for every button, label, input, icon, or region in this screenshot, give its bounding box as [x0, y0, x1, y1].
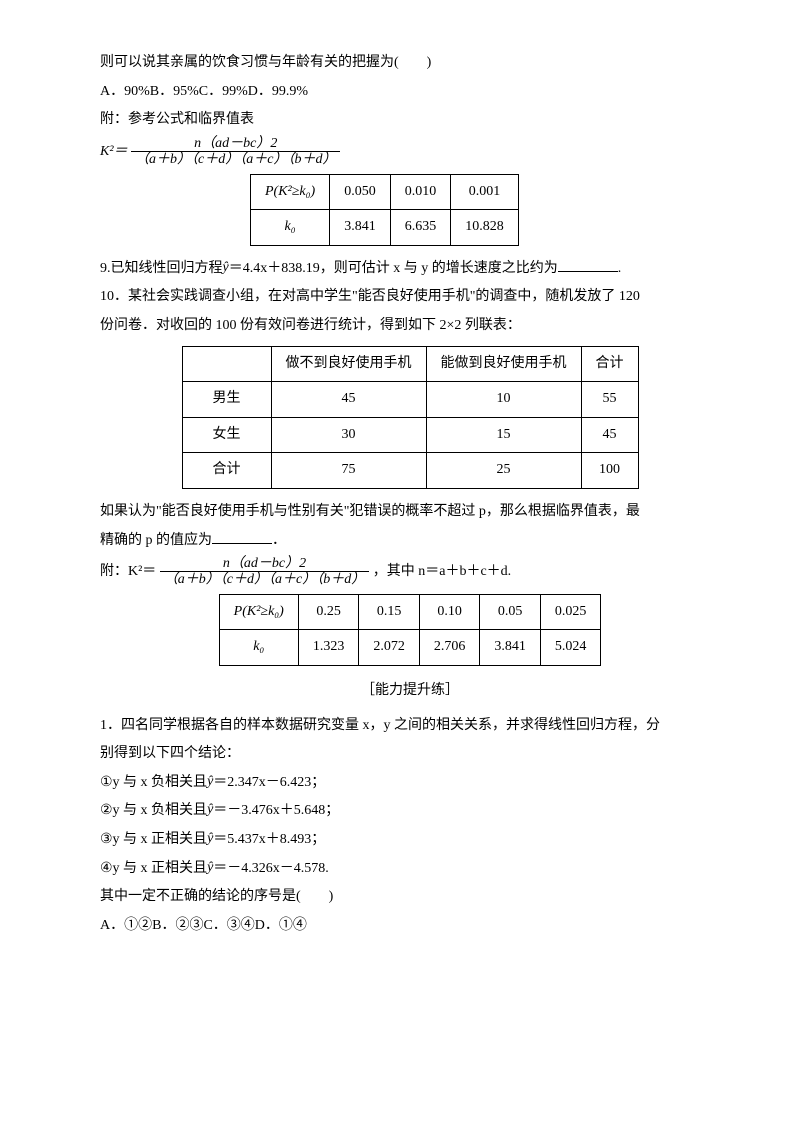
cell: k₀: [251, 210, 330, 246]
table-row: k₀ 3.841 6.635 10.828: [251, 210, 519, 246]
cell: P(K²≥k₀): [219, 594, 298, 630]
cell: k₀: [219, 630, 298, 666]
k2-fraction: n（ad－bc）2 （a＋b）（c＋d）（a＋c）（b＋d）: [131, 136, 340, 168]
item-eq: ＝5.437x＋8.493；: [213, 832, 325, 847]
cell: 25: [426, 453, 581, 489]
q10-line2: 份问卷．对收回的 100 份有效问卷进行统计，得到如下 2×2 列联表：: [100, 313, 720, 340]
item-pre: ④y 与 x 正相关且: [100, 861, 207, 876]
table-row: 女生 30 15 45: [182, 417, 638, 453]
q1b-item4: ④y 与 x 正相关且ŷ＝－4.326x－4.578.: [100, 856, 720, 883]
item-pre: ①y 与 x 负相关且: [100, 775, 207, 790]
blank-fill[interactable]: [558, 257, 618, 272]
cell: 15: [426, 417, 581, 453]
cell: 2.072: [359, 630, 420, 666]
cell: [182, 346, 271, 382]
q9-eq: ＝4.4x＋838.19，则可估计 x 与 y 的增长速度之比约为: [229, 261, 558, 276]
item-eq: ＝－4.326x－4.578.: [213, 861, 329, 876]
cell: 0.010: [390, 174, 451, 210]
cell: 0.10: [419, 594, 480, 630]
cell: 2.706: [419, 630, 480, 666]
q1b-item1: ①y 与 x 负相关且ŷ＝2.347x－6.423；: [100, 770, 720, 797]
cell: 男生: [182, 382, 271, 418]
cell: 0.05: [480, 594, 541, 630]
q10-line4a: 精确的 p 的值应为: [100, 533, 212, 548]
section-title: ［能力提升练］: [100, 678, 720, 705]
cell: 45: [271, 382, 426, 418]
table-row: 男生 45 10 55: [182, 382, 638, 418]
q9-tail: .: [618, 261, 622, 276]
cell: 做不到良好使用手机: [271, 346, 426, 382]
cell: 10.828: [451, 210, 519, 246]
table-row: 做不到良好使用手机 能做到良好使用手机 合计: [182, 346, 638, 382]
cell: 合计: [581, 346, 638, 382]
item-eq: ＝2.347x－6.423；: [213, 775, 325, 790]
q1b-line3: 其中一定不正确的结论的序号是( ): [100, 884, 720, 911]
q-top-attach: 附：参考公式和临界值表: [100, 107, 720, 134]
item-eq: ＝－3.476x＋5.648；: [213, 803, 339, 818]
item-pre: ②y 与 x 负相关且: [100, 803, 207, 818]
k2-fraction-2: n（ad－bc）2 （a＋b）（c＋d）（a＋c）（b＋d）: [160, 556, 369, 588]
table-row: P(K²≥k₀) 0.25 0.15 0.10 0.05 0.025: [219, 594, 601, 630]
q9-text: 9.已知线性回归方程: [100, 261, 223, 276]
attach-prefix: 附：K²＝: [100, 564, 156, 579]
cell: 30: [271, 417, 426, 453]
cell: 55: [581, 382, 638, 418]
cell: 3.841: [330, 210, 391, 246]
frac-den: （a＋b）（c＋d）（a＋c）（b＋d）: [131, 152, 340, 167]
frac-num: n（ad－bc）2: [131, 136, 340, 152]
q10-line4: 精确的 p 的值应为 ．: [100, 528, 720, 555]
cell: 女生: [182, 417, 271, 453]
q1b-line2: 别得到以下四个结论：: [100, 741, 720, 768]
cell: 0.15: [359, 594, 420, 630]
q-top-line1: 则可以说其亲属的饮食习惯与年龄有关的把握为( ): [100, 50, 720, 77]
q9: 9.已知线性回归方程ŷ＝4.4x＋838.19，则可估计 x 与 y 的增长速度…: [100, 256, 720, 283]
q1b-item3: ③y 与 x 正相关且ŷ＝5.437x＋8.493；: [100, 827, 720, 854]
cell: P(K²≥k₀): [251, 174, 330, 210]
q10-line1: 10．某社会实践调查小组，在对高中学生"能否良好使用手机"的调查中，随机发放了 …: [100, 284, 720, 311]
cell: 0.001: [451, 174, 519, 210]
q-top-options: A．90%B．95%C．99%D．99.9%: [100, 79, 720, 106]
cell: 能做到良好使用手机: [426, 346, 581, 382]
cell: 合计: [182, 453, 271, 489]
cell: 0.025: [540, 594, 601, 630]
cell: 3.841: [480, 630, 541, 666]
cell: 5.024: [540, 630, 601, 666]
q10-attach-formula: 附：K²＝ n（ad－bc）2 （a＋b）（c＋d）（a＋c）（b＋d） ，其中…: [100, 556, 720, 588]
q-top-formula: K²＝ n（ad－bc）2 （a＋b）（c＋d）（a＋c）（b＋d）: [100, 136, 720, 168]
cell: 6.635: [390, 210, 451, 246]
cell: 0.050: [330, 174, 391, 210]
frac-num: n（ad－bc）2: [160, 556, 369, 572]
cell: 75: [271, 453, 426, 489]
critical-table-2: P(K²≥k₀) 0.25 0.15 0.10 0.05 0.025 k₀ 1.…: [219, 594, 602, 666]
frac-den: （a＋b）（c＋d）（a＋c）（b＋d）: [160, 572, 369, 587]
q10-line3: 如果认为"能否良好使用手机与性别有关"犯错误的概率不超过 p，那么根据临界值表，…: [100, 499, 720, 526]
cell: 0.25: [298, 594, 359, 630]
table-row: k₀ 1.323 2.072 2.706 3.841 5.024: [219, 630, 601, 666]
attach-suffix: ，其中 n＝a＋b＋c＋d.: [373, 564, 511, 579]
contingency-table: 做不到良好使用手机 能做到良好使用手机 合计 男生 45 10 55 女生 30…: [182, 346, 639, 489]
cell: 100: [581, 453, 638, 489]
cell: 45: [581, 417, 638, 453]
q1b-line1: 1．四名同学根据各自的样本数据研究变量 x，y 之间的相关关系，并求得线性回归方…: [100, 713, 720, 740]
table-row: P(K²≥k₀) 0.050 0.010 0.001: [251, 174, 519, 210]
item-pre: ③y 与 x 正相关且: [100, 832, 207, 847]
q10-line4b: ．: [272, 533, 286, 548]
q1b-options: A．①②B．②③C．③④D．①④: [100, 913, 720, 940]
blank-fill-2[interactable]: [212, 529, 272, 544]
cell: 1.323: [298, 630, 359, 666]
cell: 10: [426, 382, 581, 418]
k2-label: K²＝: [100, 144, 128, 159]
table-row: 合计 75 25 100: [182, 453, 638, 489]
critical-table-1: P(K²≥k₀) 0.050 0.010 0.001 k₀ 3.841 6.63…: [250, 174, 519, 246]
q1b-item2: ②y 与 x 负相关且ŷ＝－3.476x＋5.648；: [100, 798, 720, 825]
